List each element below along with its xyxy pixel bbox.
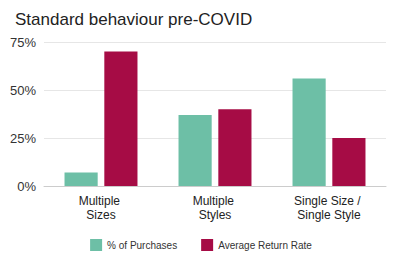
svg-text:% of Purchases: % of Purchases: [107, 240, 177, 251]
svg-text:0%: 0%: [17, 179, 36, 194]
svg-text:Styles: Styles: [199, 208, 232, 222]
svg-text:Multiple: Multiple: [79, 194, 124, 208]
svg-text:Average Return Rate: Average Return Rate: [218, 240, 312, 251]
svg-text:Single Style: Single Style: [297, 208, 361, 222]
svg-text:75%: 75%: [10, 35, 36, 50]
svg-text:Standard behaviour pre-COVID: Standard behaviour pre-COVID: [15, 10, 252, 29]
svg-text:25%: 25%: [10, 131, 36, 146]
svg-text:50%: 50%: [10, 83, 36, 98]
svg-text:Multiple: Multiple: [193, 194, 238, 208]
svg-text:Single Size /: Single Size /: [294, 194, 364, 208]
svg-text:Sizes: Sizes: [86, 208, 115, 222]
